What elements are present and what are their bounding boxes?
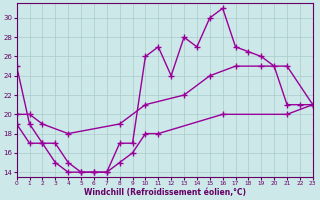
- X-axis label: Windchill (Refroidissement éolien,°C): Windchill (Refroidissement éolien,°C): [84, 188, 246, 197]
